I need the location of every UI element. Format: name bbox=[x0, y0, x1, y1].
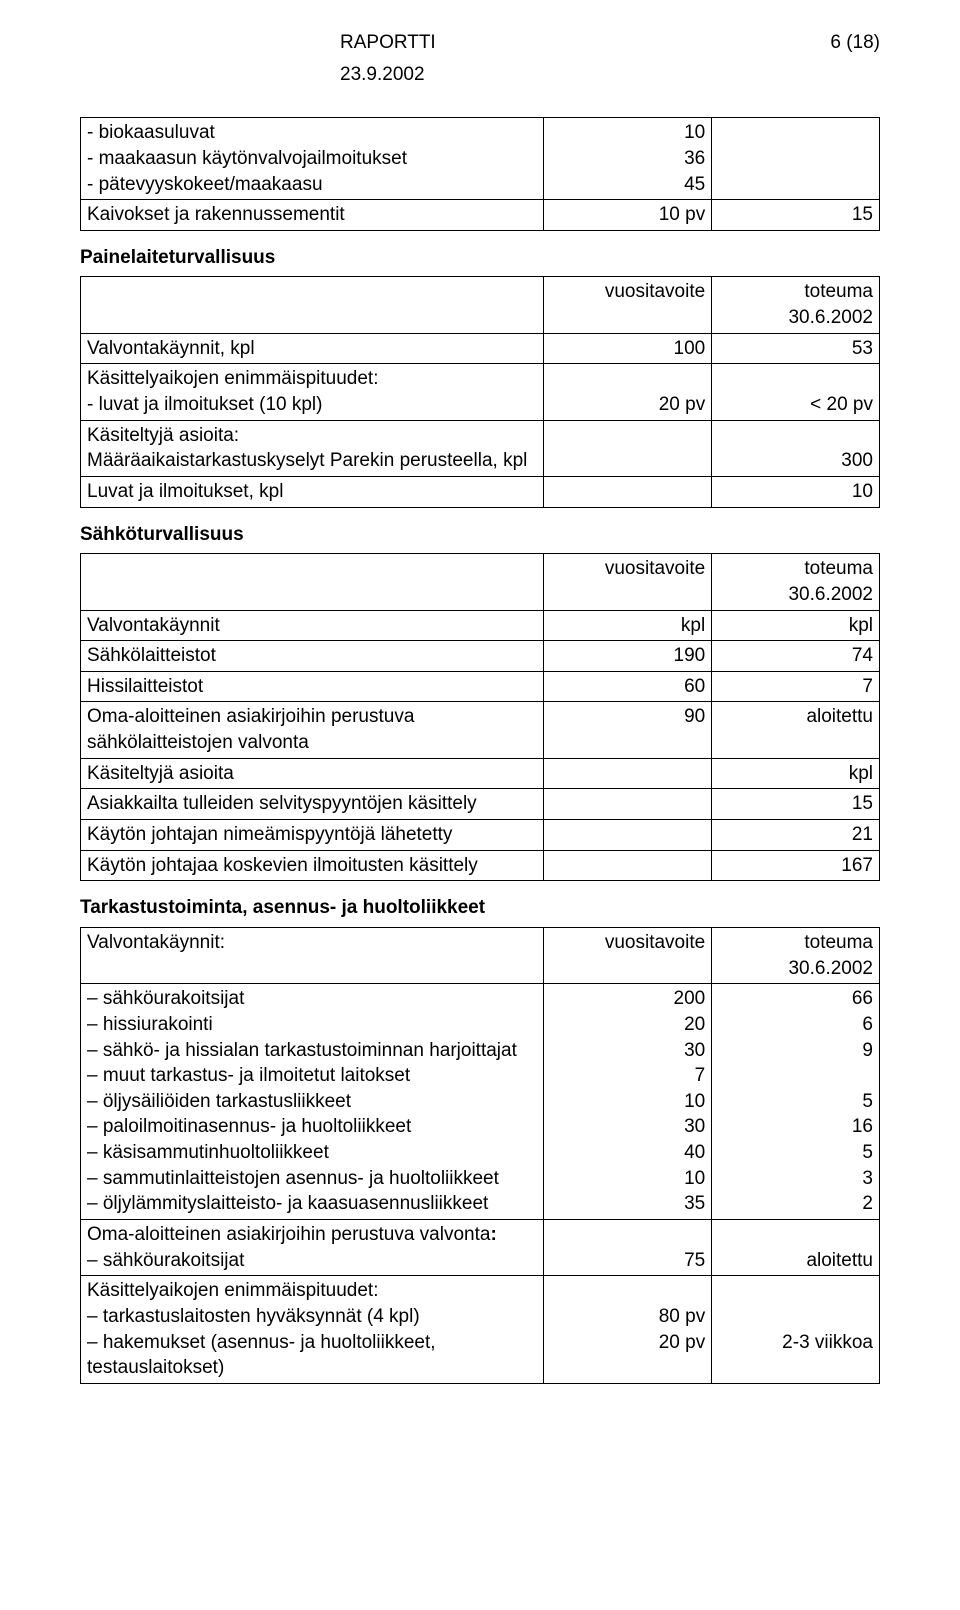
paine-luvatja-c2: 10 bbox=[712, 476, 880, 507]
sahko-table: vuositavoite toteuma 30.6.2002 Valvontak… bbox=[80, 553, 880, 881]
tarkastus-sahkourak-c1: 200 bbox=[550, 986, 705, 1012]
kaasu-table: biokaasuluvat maakaasun käytönvalvojailm… bbox=[80, 117, 880, 231]
tarkastus-sahkohissi-label: sähkö- ja hissialan tarkastustoiminnan h… bbox=[87, 1038, 537, 1064]
tarkastus-kasisam-c2: 5 bbox=[718, 1140, 873, 1166]
tarkastus-hissiurak-c1: 20 bbox=[550, 1012, 705, 1038]
sahko-asiakkailta-label: Asiakkailta tulleiden selvityspyyntöjen … bbox=[81, 789, 544, 820]
patevyys-label: pätevyyskokeet/maakaasu bbox=[87, 172, 537, 198]
sahko-title: Sähköturvallisuus bbox=[80, 522, 880, 548]
tarkastus-oljys-c1: 10 bbox=[550, 1089, 705, 1115]
sahko-kayton-label: Käytön johtajan nimeämispyyntöjä lähetet… bbox=[81, 820, 544, 851]
tarkastus-sammutin-c2: 3 bbox=[718, 1166, 873, 1192]
sahko-valvonta-label: Valvontakäynnit bbox=[81, 610, 544, 641]
kaivokset-c2: 15 bbox=[712, 200, 880, 231]
tarkastus-hakem-label: hakemukset (asennus- ja huoltoliikkeet, … bbox=[87, 1330, 537, 1381]
tarkastus-valvonta-label: Valvontakäynnit: bbox=[81, 927, 544, 983]
maakaasu-val: 36 bbox=[550, 146, 705, 172]
sahko-hissi-c1: 60 bbox=[544, 671, 712, 702]
tarkastus-title: Tarkastustoiminta, asennus- ja huoltolii… bbox=[80, 895, 880, 921]
paine-colhead1: vuositavoite bbox=[544, 277, 712, 333]
tarkastus-sammutin-c1: 10 bbox=[550, 1166, 705, 1192]
tarkastus-sammutin-label: sammutinlaitteistojen asennus- ja huolto… bbox=[87, 1166, 537, 1192]
tarkastus-paloilm-c2: 16 bbox=[718, 1114, 873, 1140]
sahko-kayton-c2: 21 bbox=[712, 820, 880, 851]
paine-luvat-label: - luvat ja ilmoitukset (10 kpl) bbox=[87, 392, 537, 418]
sahko-sahkolait-c1: 190 bbox=[544, 641, 712, 672]
sahko-kayton2-c2: 167 bbox=[712, 850, 880, 881]
paine-luvat-c2: < 20 pv bbox=[712, 364, 880, 420]
tarkastus-hissiurak-label: hissiurakointi bbox=[87, 1012, 537, 1038]
paine-luvatja-label: Luvat ja ilmoitukset, kpl bbox=[81, 476, 544, 507]
biokaasu-val: 10 bbox=[550, 120, 705, 146]
tarkastus-oma-label: Oma-aloitteinen asiakirjoihin perustuva … bbox=[87, 1224, 490, 1245]
tarkastus-tarkl-c1: 80 pv bbox=[550, 1304, 705, 1330]
sahko-oma-label: Oma-aloitteinen asiakirjoihin perustuva … bbox=[81, 702, 544, 758]
tarkastus-table: Valvontakäynnit: vuositavoite toteuma 30… bbox=[80, 927, 880, 1384]
sahko-colhead1: vuositavoite bbox=[544, 554, 712, 610]
paine-table: vuositavoite toteuma 30.6.2002 Valvontak… bbox=[80, 276, 880, 507]
tarkastus-muut-c2 bbox=[718, 1063, 873, 1089]
paine-kasittely-head: Käsittelyaikojen enimmäispituudet: bbox=[87, 366, 537, 392]
paine-luvat-c1: 20 pv bbox=[544, 364, 712, 420]
tarkastus-colhead1: vuositavoite bbox=[544, 927, 712, 983]
tarkastus-hissiurak-c2: 6 bbox=[718, 1012, 873, 1038]
tarkastus-oljys-label: öljysäiliöiden tarkastusliikkeet bbox=[87, 1089, 537, 1115]
paine-colhead2: toteuma 30.6.2002 bbox=[712, 277, 880, 333]
tarkastus-hakem-c1: 20 pv bbox=[550, 1330, 705, 1356]
tarkastus-oma-item-label: sähköurakoitsijat bbox=[87, 1248, 537, 1274]
tarkastus-oljyl-c1: 35 bbox=[550, 1191, 705, 1217]
tarkastus-oma-item-c1: 75 bbox=[544, 1219, 712, 1275]
sahko-hissi-label: Hissilaitteistot bbox=[81, 671, 544, 702]
tarkastus-oma-item-c2: aloitettu bbox=[712, 1219, 880, 1275]
tarkastus-muut-c1: 7 bbox=[550, 1063, 705, 1089]
tarkastus-paloilm-c1: 30 bbox=[550, 1114, 705, 1140]
maakaasu-label: maakaasun käytönvalvojailmoitukset bbox=[87, 146, 537, 172]
paine-maara-c2: 300 bbox=[712, 420, 880, 476]
tarkastus-sahkourak-label: sähköurakoitsijat bbox=[87, 986, 537, 1012]
paine-kasiteltyja: Käsiteltyjä asioita: bbox=[87, 423, 537, 449]
paine-title: Painelaiteturvallisuus bbox=[80, 245, 880, 271]
paine-valvonta-c2: 53 bbox=[712, 333, 880, 364]
paine-maara-label: Määräaikaistarkastuskyselyt Parekin peru… bbox=[87, 448, 537, 474]
sahko-oma-c2: aloitettu bbox=[712, 702, 880, 758]
tarkastus-oljyl-c2: 2 bbox=[718, 1191, 873, 1217]
tarkastus-paloilm-label: paloilmoitinasennus- ja huoltoliikkeet bbox=[87, 1114, 537, 1140]
sahko-kayton2-label: Käytön johtajaa koskevien ilmoitusten kä… bbox=[81, 850, 544, 881]
sahko-sahkolait-label: Sähkölaitteistot bbox=[81, 641, 544, 672]
sahko-kasiteltyja-label: Käsiteltyjä asioita bbox=[81, 758, 544, 789]
tarkastus-sahkourak-c2: 66 bbox=[718, 986, 873, 1012]
sahko-colhead2: toteuma 30.6.2002 bbox=[712, 554, 880, 610]
sahko-asiakkailta-c2: 15 bbox=[712, 789, 880, 820]
page-number: 6 (18) bbox=[830, 30, 880, 56]
kaivokset-c1: 10 pv bbox=[544, 200, 712, 231]
sahko-valvonta-c2: kpl bbox=[712, 610, 880, 641]
tarkastus-sahkohissi-c1: 30 bbox=[550, 1038, 705, 1064]
tarkastus-colhead2: toteuma 30.6.2002 bbox=[712, 927, 880, 983]
tarkastus-oljys-c2: 5 bbox=[718, 1089, 873, 1115]
tarkastus-kasisam-c1: 40 bbox=[550, 1140, 705, 1166]
biokaasu-label: biokaasuluvat bbox=[87, 120, 537, 146]
sahko-sahkolait-c2: 74 bbox=[712, 641, 880, 672]
sahko-hissi-c2: 7 bbox=[712, 671, 880, 702]
tarkastus-oljyl-label: öljylämmityslaitteisto- ja kaasuasennusl… bbox=[87, 1191, 537, 1217]
tarkastus-muut-label: muut tarkastus- ja ilmoitetut laitokset bbox=[87, 1063, 537, 1089]
sahko-valvonta-c1: kpl bbox=[544, 610, 712, 641]
tarkastus-hakem-c2: 2-3 viikkoa bbox=[718, 1330, 873, 1356]
sahko-kasiteltyja-c2: kpl bbox=[712, 758, 880, 789]
tarkastus-sahkohissi-c2: 9 bbox=[718, 1038, 873, 1064]
paine-valvonta-c1: 100 bbox=[544, 333, 712, 364]
sahko-oma-c1: 90 bbox=[544, 702, 712, 758]
tarkastus-kasisam-label: käsisammutinhuoltoliikkeet bbox=[87, 1140, 537, 1166]
report-title: RAPORTTI bbox=[340, 30, 436, 56]
tarkastus-kasittely-head: Käsittelyaikojen enimmäispituudet: bbox=[87, 1278, 537, 1304]
tarkastus-tarkl-label: tarkastuslaitosten hyväksynnät (4 kpl) bbox=[87, 1304, 537, 1330]
report-date: 23.9.2002 bbox=[340, 62, 880, 88]
kaivokset-label: Kaivokset ja rakennussementit bbox=[81, 200, 544, 231]
paine-valvonta-label: Valvontakäynnit, kpl bbox=[81, 333, 544, 364]
patevyys-val: 45 bbox=[550, 172, 705, 198]
